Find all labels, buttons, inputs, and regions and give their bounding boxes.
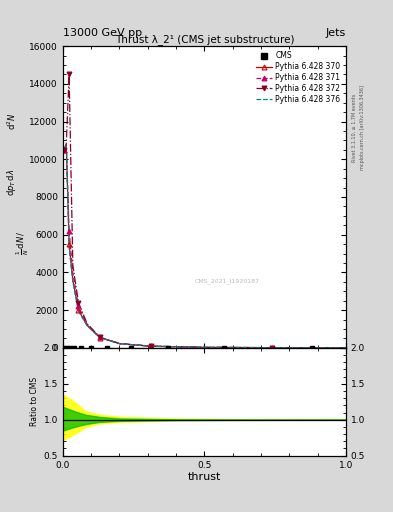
Title: Thrust λ_2¹ (CMS jet substructure): Thrust λ_2¹ (CMS jet substructure) <box>115 34 294 45</box>
Legend: CMS, Pythia 6.428 370, Pythia 6.428 371, Pythia 6.428 372, Pythia 6.428 376: CMS, Pythia 6.428 370, Pythia 6.428 371,… <box>254 50 342 105</box>
Text: Rivet 3.1.10, ≥ 1.7M events: Rivet 3.1.10, ≥ 1.7M events <box>352 94 357 162</box>
Y-axis label: Ratio to CMS: Ratio to CMS <box>31 377 39 426</box>
Text: 13000 GeV pp: 13000 GeV pp <box>63 28 142 38</box>
Text: $\mathrm{d}p_T\,\mathrm{d}\lambda$: $\mathrm{d}p_T\,\mathrm{d}\lambda$ <box>6 168 18 196</box>
Text: CMS_2021_I1920187: CMS_2021_I1920187 <box>195 279 259 284</box>
Text: $\mathrm{d}^2N$: $\mathrm{d}^2N$ <box>6 113 18 130</box>
Text: Jets: Jets <box>325 28 346 38</box>
Text: $\frac{1}{N}\,\mathrm{d}N\,/$: $\frac{1}{N}\,\mathrm{d}N\,/$ <box>15 230 31 254</box>
Text: mcplots.cern.ch [arXiv:1306.3436]: mcplots.cern.ch [arXiv:1306.3436] <box>360 86 365 170</box>
X-axis label: thrust: thrust <box>188 472 221 482</box>
